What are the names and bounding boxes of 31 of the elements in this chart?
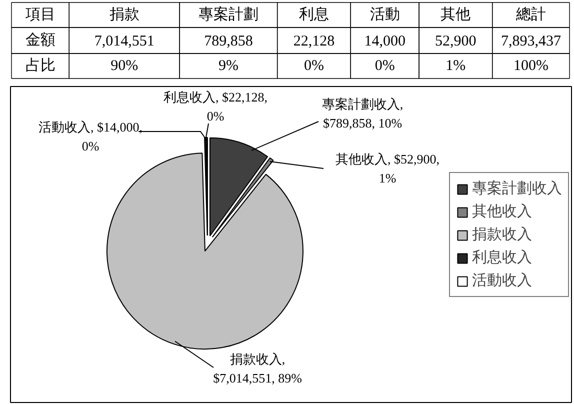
legend-label: 活動收入	[472, 272, 532, 290]
text: 專案計劃	[198, 6, 258, 23]
text: 0%	[374, 58, 395, 74]
legend-label: 專案計劃收入	[472, 179, 562, 198]
text: 1%	[446, 58, 466, 74]
legend-label: 利息收入	[472, 248, 532, 267]
text: 789,858	[204, 34, 253, 50]
data-label: 捐款收入, $7,014,551, 89%	[213, 352, 302, 386]
text: 占比	[25, 57, 56, 74]
text: 總計	[514, 6, 546, 23]
legend-label: 捐款收入	[472, 226, 532, 244]
legend-label: 其他收入	[472, 202, 532, 221]
text: 7,014,551	[94, 34, 154, 50]
data-label: 專案計劃收入, $789,858, 10%	[322, 96, 404, 130]
text: 項目	[24, 7, 56, 23]
data-label: 活動收入, $14,000, 0%	[38, 120, 142, 154]
text: 90%	[110, 58, 138, 74]
text: 7,893,437	[500, 34, 562, 50]
text: 0%	[304, 58, 324, 74]
text: 52,900	[435, 34, 476, 50]
text: 活動	[370, 6, 400, 23]
text: 金額	[25, 32, 56, 48]
text: 捐款	[109, 6, 140, 23]
data-label: 利息收入, $22,128, 0%	[164, 90, 268, 124]
data-label: 其他收入, $52,900, 1%	[336, 152, 440, 186]
text: 22,128	[293, 34, 335, 50]
text: 9%	[218, 58, 238, 74]
text: 100%	[513, 58, 548, 74]
text: 利息	[298, 6, 329, 23]
text: 14,000	[364, 34, 406, 50]
text: 其他	[440, 6, 471, 23]
